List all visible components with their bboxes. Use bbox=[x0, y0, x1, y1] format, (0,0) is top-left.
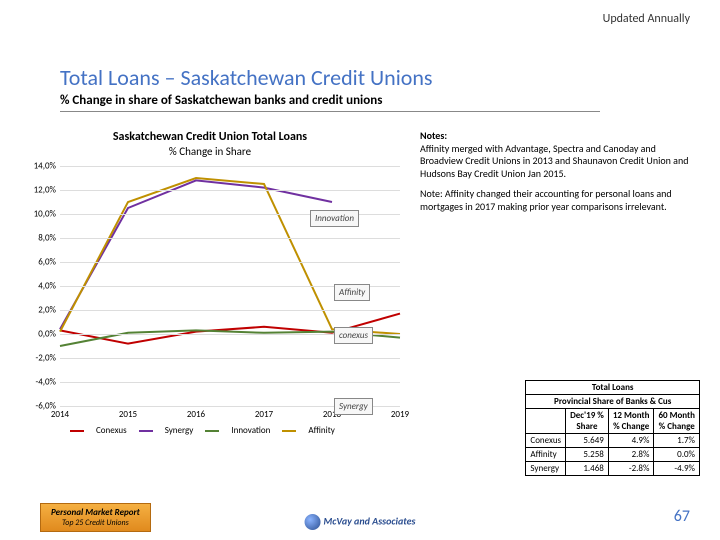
logo-conexus: conexus bbox=[334, 327, 373, 344]
notes-head: Notes: bbox=[420, 129, 447, 142]
data-table: Total LoansProvincial Share of Banks & C… bbox=[525, 380, 700, 476]
brand-mark: McVay and Associates bbox=[305, 514, 416, 530]
chart-subtitle: % Change in Share bbox=[20, 145, 400, 158]
report-title: Personal Market Report bbox=[51, 507, 140, 518]
page-number: 67 bbox=[674, 507, 690, 526]
page-title: Total Loans – Saskatchewan Credit Unions bbox=[60, 64, 600, 91]
logo-affinity: Affinity bbox=[334, 284, 370, 301]
chart-title: Saskatchewan Credit Union Total Loans bbox=[20, 130, 400, 144]
footer: Personal Market Report Top 25 Credit Uni… bbox=[0, 496, 720, 532]
notes-p2: Note: Affinity changed their accounting … bbox=[420, 188, 695, 213]
report-subtitle: Top 25 Credit Unions bbox=[51, 518, 140, 528]
updated-label: Updated Annually bbox=[603, 12, 690, 26]
logo-synergy: Synergy bbox=[334, 398, 373, 415]
report-badge: Personal Market Report Top 25 Credit Uni… bbox=[40, 503, 151, 532]
notes-block: Notes: Affinity merged with Advantage, S… bbox=[420, 130, 695, 221]
title-block: Total Loans – Saskatchewan Credit Unions… bbox=[60, 64, 600, 112]
brand-text: McVay and Associates bbox=[324, 514, 416, 527]
logo-innovation: Innovation bbox=[310, 210, 359, 227]
page-subtitle: % Change in share of Saskatchewan banks … bbox=[60, 93, 600, 112]
notes-p1: Affinity merged with Advantage, Spectra … bbox=[420, 142, 688, 180]
chart-legend: ConexusSynergyInnovationAffinity bbox=[70, 425, 347, 436]
globe-icon bbox=[305, 514, 321, 530]
